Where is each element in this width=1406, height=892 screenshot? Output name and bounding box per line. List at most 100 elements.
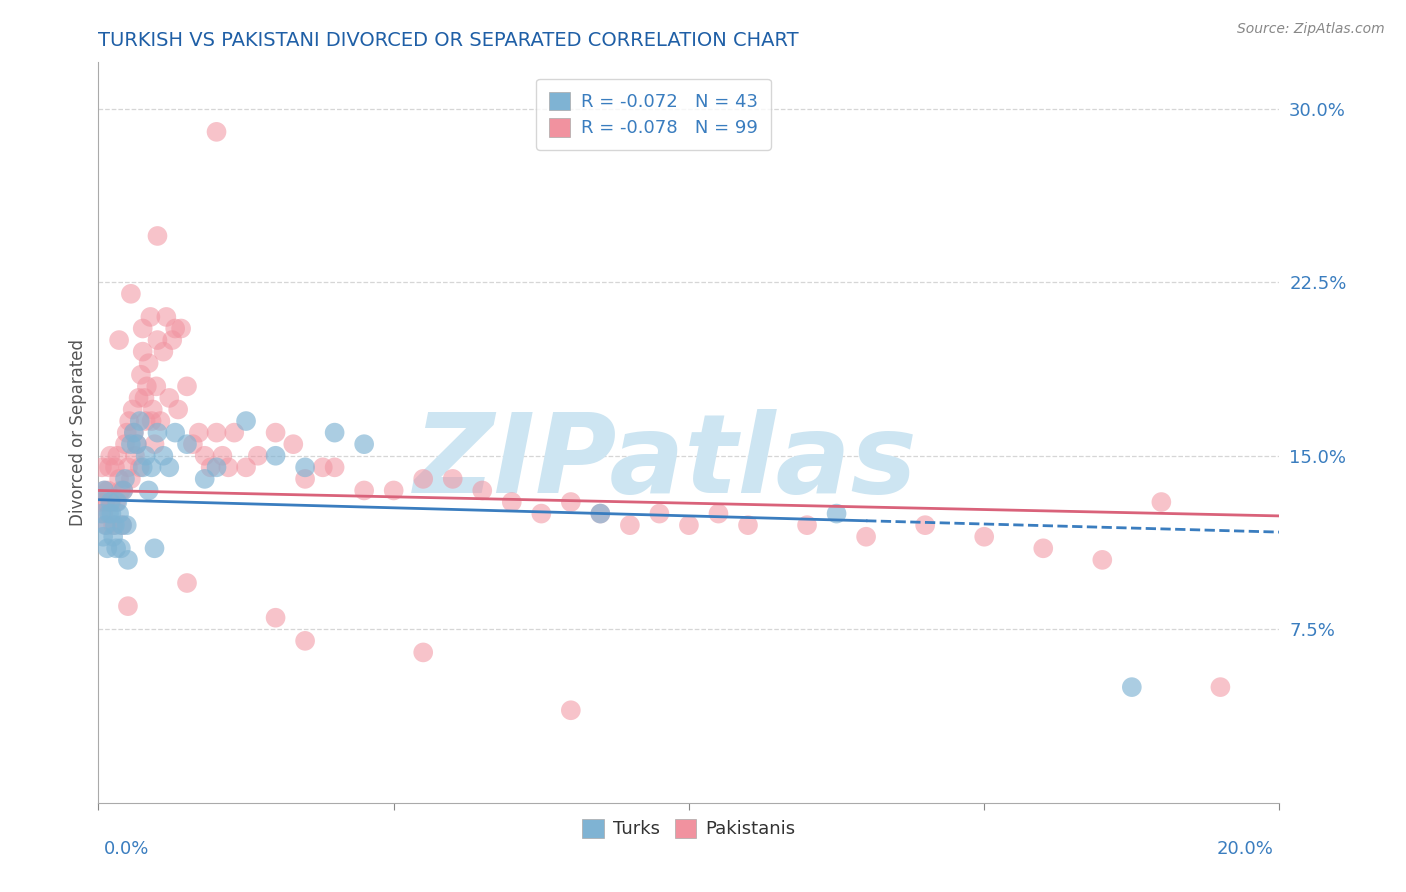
Point xyxy=(125,437,148,451)
Point xyxy=(121,402,143,417)
Point xyxy=(111,518,134,533)
Point xyxy=(152,344,174,359)
Point xyxy=(170,321,193,335)
Point xyxy=(112,483,135,498)
Point xyxy=(211,449,233,463)
Point xyxy=(105,541,128,556)
Point xyxy=(132,460,155,475)
Point xyxy=(93,483,115,498)
Point xyxy=(294,633,316,648)
Point xyxy=(105,495,128,509)
Point xyxy=(103,518,125,533)
Point xyxy=(471,483,494,498)
Point xyxy=(1091,553,1114,567)
Point xyxy=(100,495,122,509)
Point xyxy=(146,333,169,347)
Point xyxy=(176,437,198,451)
Point xyxy=(138,483,160,498)
Point xyxy=(589,507,612,521)
Point xyxy=(110,541,132,556)
Point xyxy=(98,449,121,463)
Point xyxy=(93,483,115,498)
Point xyxy=(122,425,145,440)
Point xyxy=(94,495,117,509)
Point xyxy=(141,460,163,475)
Point xyxy=(141,414,163,428)
Point xyxy=(264,610,287,624)
Point xyxy=(167,402,190,417)
Point xyxy=(143,541,166,556)
Point xyxy=(312,460,335,475)
Point xyxy=(796,518,818,533)
Point xyxy=(205,125,228,139)
Point xyxy=(135,414,157,428)
Point xyxy=(678,518,700,533)
Point xyxy=(149,414,172,428)
Point xyxy=(1150,495,1173,509)
Point xyxy=(530,507,553,521)
Point xyxy=(146,425,169,440)
Point xyxy=(441,472,464,486)
Point xyxy=(176,379,198,393)
Point xyxy=(205,460,228,475)
Point xyxy=(138,356,160,370)
Text: 0.0%: 0.0% xyxy=(104,840,149,858)
Point xyxy=(353,437,375,451)
Text: Source: ZipAtlas.com: Source: ZipAtlas.com xyxy=(1237,22,1385,37)
Point xyxy=(825,507,848,521)
Point xyxy=(134,391,156,405)
Point xyxy=(157,391,180,405)
Point xyxy=(294,460,316,475)
Point xyxy=(105,449,128,463)
Point xyxy=(264,425,287,440)
Point xyxy=(90,495,112,509)
Point xyxy=(217,460,239,475)
Point xyxy=(122,425,145,440)
Point xyxy=(181,437,204,451)
Point xyxy=(560,703,582,717)
Point xyxy=(162,333,183,347)
Point xyxy=(246,449,269,463)
Point xyxy=(94,518,117,533)
Point xyxy=(1121,680,1143,694)
Point xyxy=(98,460,121,475)
Point xyxy=(112,483,135,498)
Point xyxy=(165,321,187,335)
Point xyxy=(619,518,641,533)
Point xyxy=(176,576,198,591)
Point xyxy=(294,472,316,486)
Point xyxy=(125,437,148,451)
Point xyxy=(737,518,759,533)
Point xyxy=(152,449,174,463)
Point xyxy=(128,391,150,405)
Point xyxy=(194,472,217,486)
Text: 20.0%: 20.0% xyxy=(1216,840,1274,858)
Point xyxy=(96,518,118,533)
Point xyxy=(142,402,165,417)
Point xyxy=(98,507,121,521)
Point xyxy=(145,379,167,393)
Point xyxy=(98,495,121,509)
Point xyxy=(103,530,125,544)
Point xyxy=(117,599,139,614)
Point xyxy=(115,518,138,533)
Point xyxy=(648,507,671,521)
Text: ZIPatlas: ZIPatlas xyxy=(413,409,917,516)
Point xyxy=(353,483,375,498)
Point xyxy=(114,437,136,451)
Point xyxy=(973,530,995,544)
Point xyxy=(200,460,222,475)
Point xyxy=(110,483,132,498)
Point xyxy=(132,321,155,335)
Point xyxy=(91,507,114,521)
Point xyxy=(187,425,209,440)
Point xyxy=(412,645,434,659)
Point xyxy=(108,507,131,521)
Point xyxy=(264,449,287,463)
Point xyxy=(104,518,127,533)
Point xyxy=(914,518,936,533)
Point xyxy=(91,530,114,544)
Point xyxy=(124,449,146,463)
Point xyxy=(165,425,187,440)
Point xyxy=(224,425,246,440)
